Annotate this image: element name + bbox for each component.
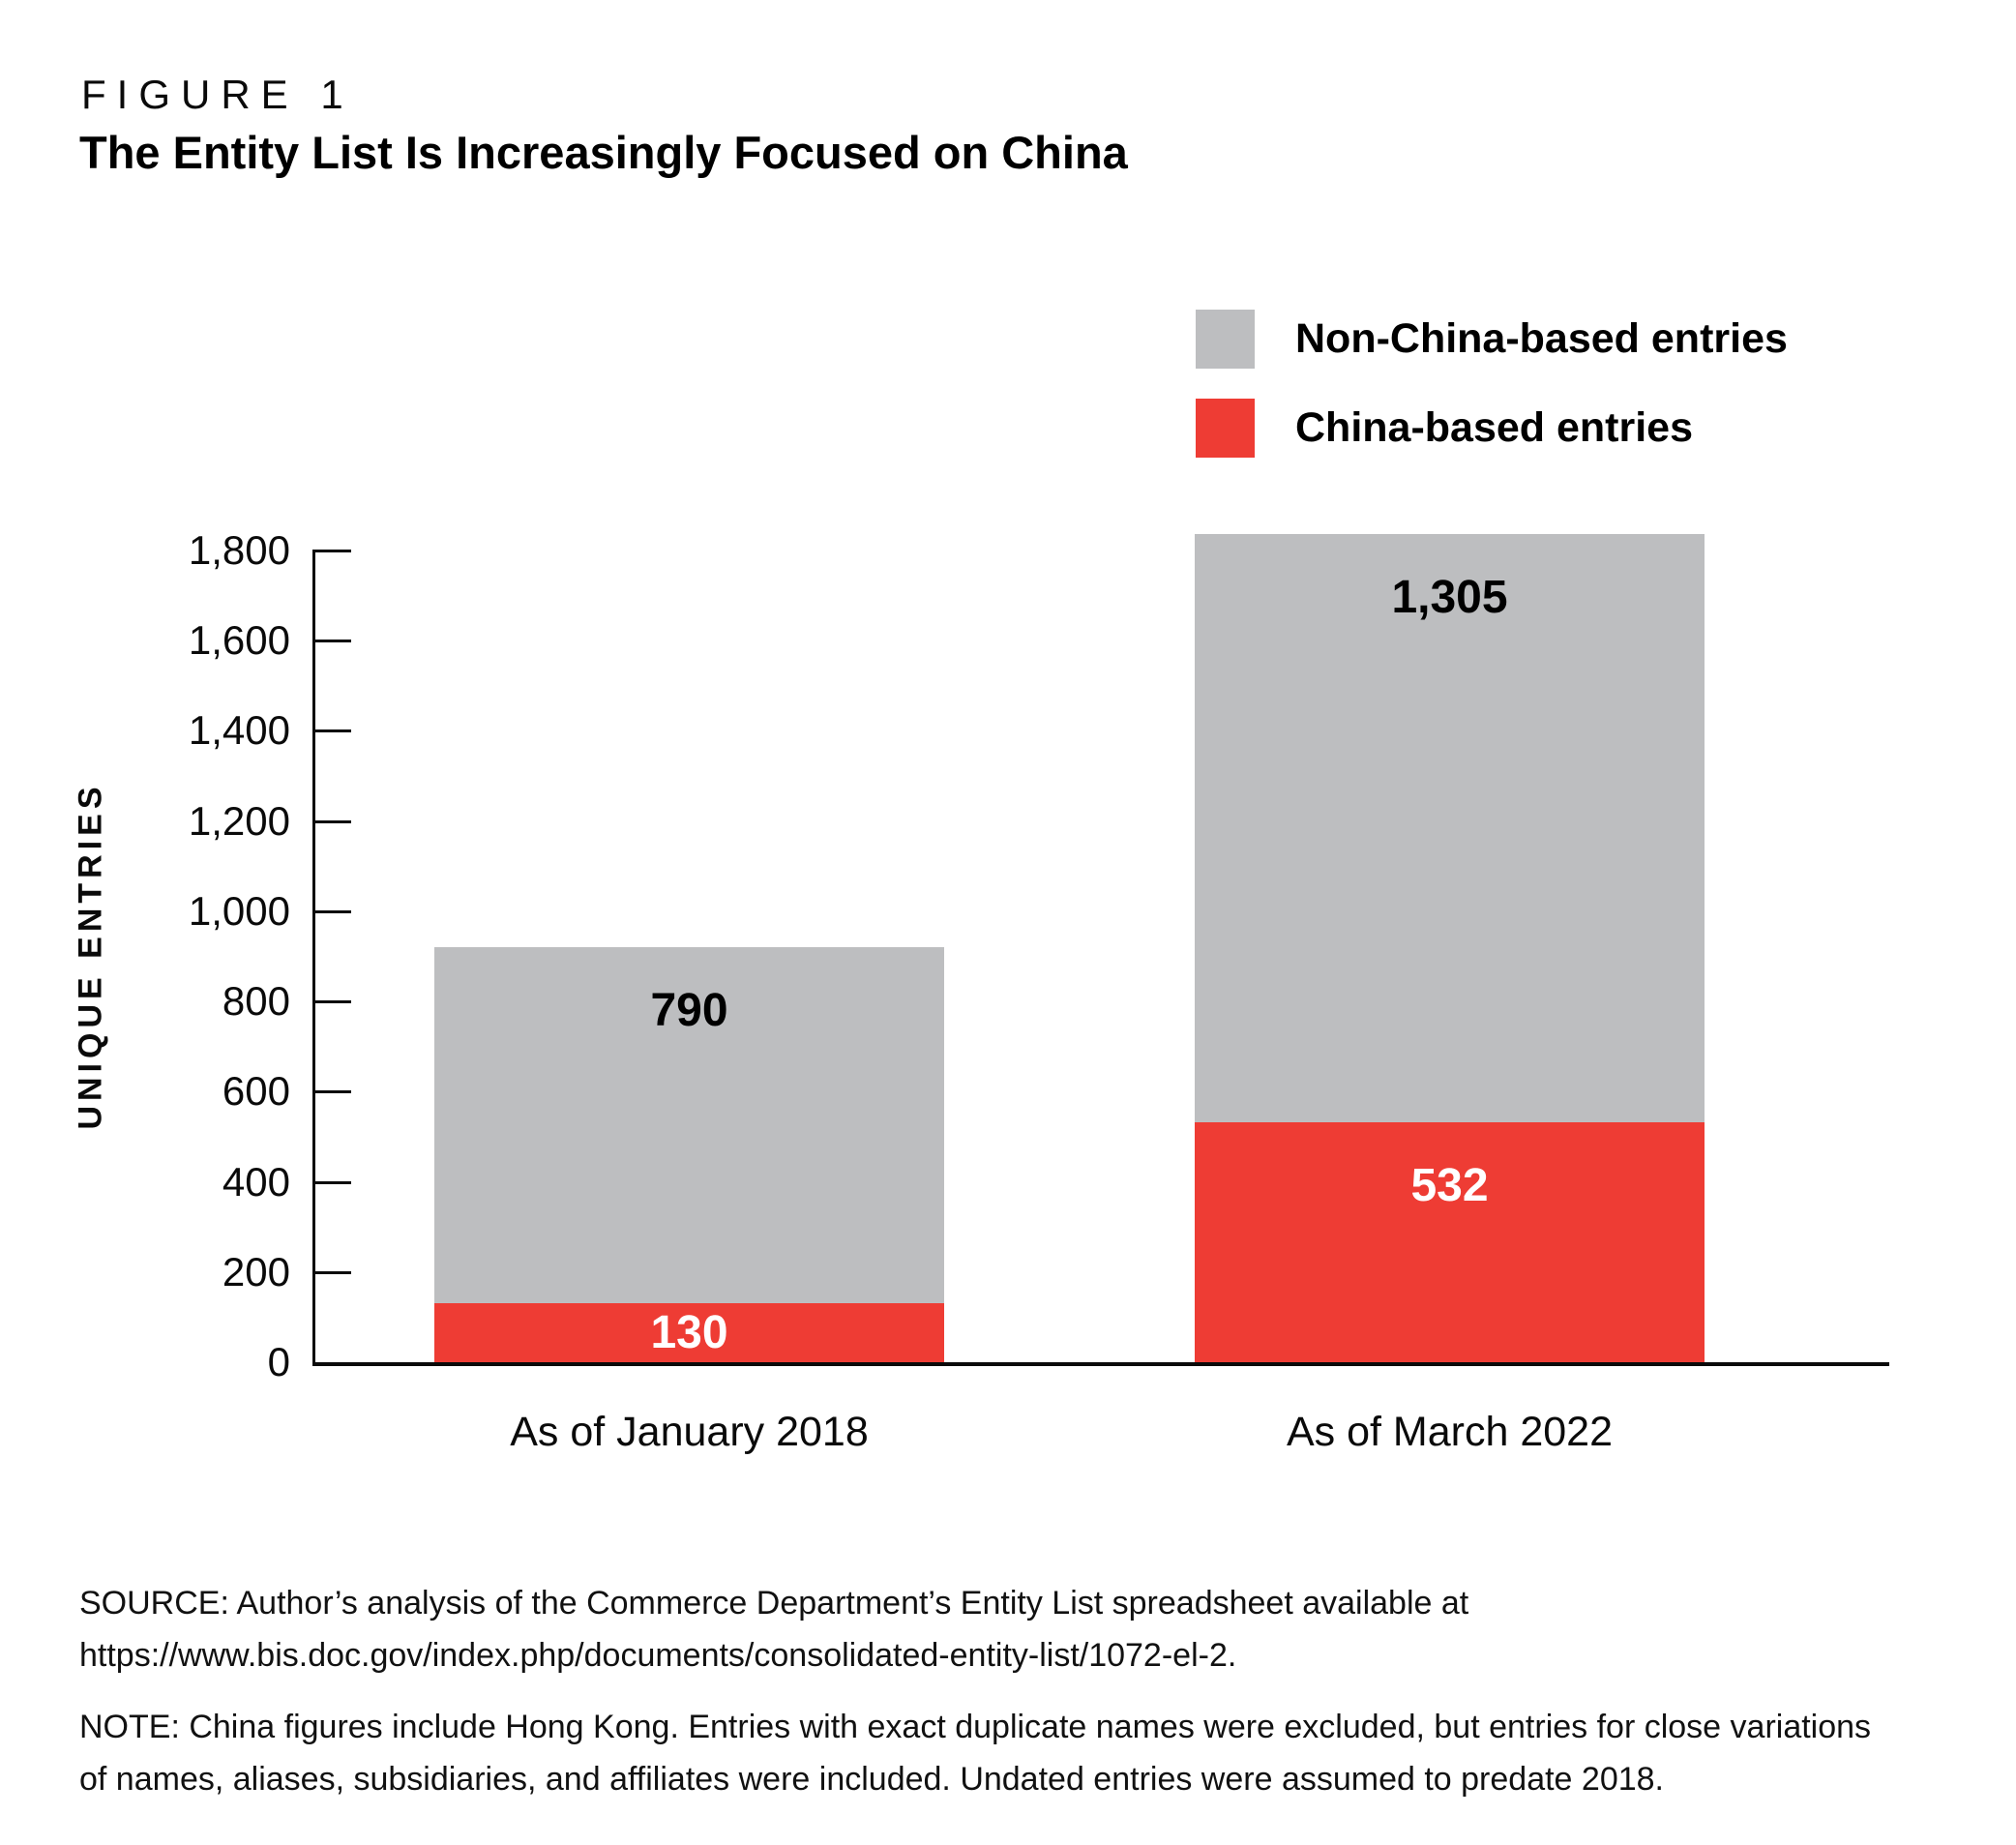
bar-as-of-march-2022-china-based-entries-value: 532 bbox=[1410, 1160, 1489, 1211]
bar-as-of-january-2018-non-china-based-entries-segment: 790 bbox=[434, 947, 944, 1303]
bar-as-of-january-2018-china-based-entries-value: 130 bbox=[650, 1306, 728, 1358]
y-tick-600 bbox=[312, 1090, 351, 1094]
y-tick-label-0: 0 bbox=[267, 1339, 290, 1384]
y-tick-label-200: 200 bbox=[222, 1248, 290, 1294]
y-tick-label-1600: 1,600 bbox=[188, 617, 290, 664]
legend-swatch-non-china bbox=[1196, 310, 1255, 369]
source-line-1: SOURCE: Author’s analysis of the Commerc… bbox=[79, 1585, 1469, 1622]
y-tick-1000 bbox=[312, 909, 351, 913]
y-tick-200 bbox=[312, 1270, 351, 1274]
y-axis-line bbox=[312, 550, 315, 1365]
y-tick-label-1200: 1,200 bbox=[188, 797, 290, 844]
y-tick-1600 bbox=[312, 640, 351, 643]
bar-as-of-march-2022-china-based-entries-segment: 532 bbox=[1195, 1122, 1705, 1362]
y-tick-label-800: 800 bbox=[222, 978, 290, 1025]
y-tick-1200 bbox=[312, 819, 351, 823]
y-tick-800 bbox=[312, 1000, 351, 1004]
bar-as-of-january-2018-china-based-entries-segment: 130 bbox=[434, 1303, 944, 1362]
legend-label-non-china: Non-China-based entries bbox=[1295, 315, 1788, 362]
y-tick-label-600: 600 bbox=[222, 1068, 290, 1115]
figure-label: FIGURE 1 bbox=[81, 72, 354, 117]
note-text: NOTE: China figures include Hong Kong. E… bbox=[79, 1701, 1871, 1805]
y-tick-1400 bbox=[312, 729, 351, 733]
legend-label-china: China-based entries bbox=[1295, 404, 1693, 451]
y-tick-label-1800: 1,800 bbox=[188, 527, 290, 573]
chart-title: The Entity List Is Increasingly Focused … bbox=[79, 127, 1128, 178]
x-axis-line bbox=[312, 1362, 1889, 1366]
y-tick-1800 bbox=[312, 550, 351, 552]
bar-as-of-january-2018-non-china-based-entries-value: 790 bbox=[650, 985, 728, 1036]
y-tick-label-400: 400 bbox=[222, 1158, 290, 1205]
source-line-2: https://www.bis.doc.gov/index.php/docume… bbox=[79, 1637, 1237, 1674]
note-line-1: NOTE: China figures include Hong Kong. E… bbox=[79, 1709, 1872, 1745]
bar-as-of-march-2022-non-china-based-entries-value: 1,305 bbox=[1391, 572, 1508, 623]
note-line-2: of names, aliases, subsidiaries, and aff… bbox=[79, 1761, 1664, 1798]
legend: Non-China-based entries China-based entr… bbox=[1196, 310, 1788, 458]
legend-item-non-china: Non-China-based entries bbox=[1196, 310, 1788, 369]
y-tick-label-1400: 1,400 bbox=[188, 707, 290, 754]
bar-as-of-march-2022-non-china-based-entries-segment: 1,305 bbox=[1195, 534, 1705, 1122]
legend-item-china: China-based entries bbox=[1196, 399, 1788, 458]
source-text: SOURCE: Author’s analysis of the Commerc… bbox=[79, 1577, 1468, 1681]
x-axis-label-as-of-march-2022: As of March 2022 bbox=[1286, 1409, 1613, 1455]
x-axis-label-as-of-january-2018: As of January 2018 bbox=[510, 1409, 869, 1455]
legend-swatch-china bbox=[1196, 399, 1255, 458]
y-tick-label-1000: 1,000 bbox=[188, 887, 290, 934]
y-tick-400 bbox=[312, 1180, 351, 1184]
